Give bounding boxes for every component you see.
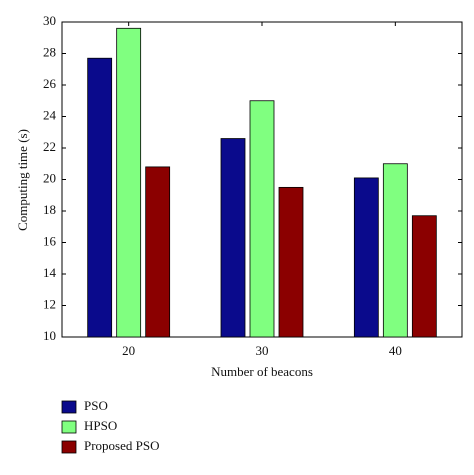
x-axis-label: Number of beacons [211, 364, 313, 379]
bar [220, 138, 246, 338]
bar [278, 186, 304, 338]
y-tick-label: 26 [43, 76, 57, 91]
y-tick-label: 28 [43, 44, 56, 59]
y-tick-label: 30 [43, 13, 56, 28]
legend-label: Proposed PSO [84, 438, 160, 453]
bar [87, 57, 113, 338]
y-tick-label: 24 [43, 107, 57, 122]
y-tick-label: 16 [43, 233, 57, 248]
x-tick-label: 40 [389, 343, 402, 358]
bar [145, 166, 171, 338]
y-tick-label: 10 [43, 328, 56, 343]
bar [116, 27, 142, 338]
y-tick-label: 22 [43, 139, 56, 154]
bar [249, 100, 275, 338]
y-tick-label: 12 [43, 296, 56, 311]
legend-label: HPSO [84, 418, 117, 433]
x-tick-label: 30 [256, 343, 269, 358]
y-axis-label: Computing time (s) [15, 129, 30, 231]
legend-label: PSO [84, 398, 108, 413]
y-tick-label: 14 [43, 265, 57, 280]
y-tick-label: 18 [43, 202, 56, 217]
bar [382, 163, 408, 338]
bar [353, 177, 379, 338]
x-tick-label: 20 [122, 343, 135, 358]
legend-swatch [61, 400, 77, 414]
legend-swatch [61, 420, 77, 434]
bar [411, 215, 437, 338]
y-tick-label: 20 [43, 170, 56, 185]
legend-swatch [61, 440, 77, 454]
